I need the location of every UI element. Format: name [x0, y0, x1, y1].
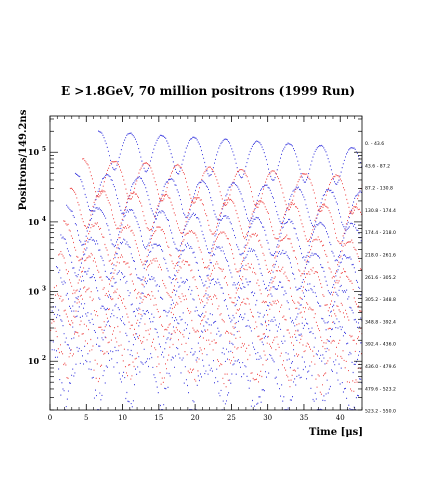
series-points — [53, 285, 363, 353]
series-8 — [58, 250, 363, 313]
series-2 — [82, 158, 363, 215]
band-label-11: 436.0 - 479.6 — [365, 364, 396, 370]
y-tick-label: 10 2 — [28, 355, 46, 366]
series-points — [82, 158, 363, 215]
x-tick-label: 30 — [263, 414, 272, 422]
series-points — [49, 339, 363, 411]
series-10 — [53, 285, 363, 353]
x-tick-label: 35 — [299, 414, 308, 422]
band-label-7: 261.6 - 305.2 — [365, 275, 396, 281]
series-6 — [63, 220, 362, 279]
x-tick-label: 0 — [48, 414, 52, 422]
series-points — [51, 303, 363, 374]
band-label-6: 218.0 - 261.6 — [365, 253, 396, 259]
series-5 — [66, 204, 362, 262]
series-points — [56, 266, 363, 331]
x-axis-title: Time [μs] — [309, 427, 363, 438]
y-tick-label: 10 4 — [28, 216, 46, 227]
band-label-3: 87.2 - 130.8 — [365, 186, 393, 192]
series-points — [63, 220, 362, 279]
series-points — [60, 234, 363, 296]
series-9 — [56, 266, 363, 331]
band-label-10: 392.4 - 436.0 — [365, 342, 396, 348]
band-label-13: 523.2 - 550.0 — [365, 409, 396, 415]
series-7 — [60, 234, 363, 296]
series-3 — [74, 172, 362, 230]
series-points — [74, 172, 362, 230]
series-points — [98, 130, 363, 185]
band-label-9: 348.8 - 392.4 — [365, 319, 396, 325]
x-tick-label: 10 — [118, 414, 127, 422]
band-label-8: 305.2 - 348.8 — [365, 297, 396, 303]
x-tick-label: 15 — [154, 414, 163, 422]
series-12 — [50, 319, 362, 395]
band-label-4: 130.8 - 174.4 — [365, 208, 396, 214]
series-1 — [98, 130, 363, 185]
x-tick-label: 20 — [191, 414, 200, 422]
series-points — [69, 187, 362, 245]
x-tick-label: 40 — [336, 414, 345, 422]
band-label-12: 479.6 - 523.2 — [365, 386, 396, 392]
series-points — [50, 319, 362, 395]
series-13 — [49, 339, 363, 411]
y-axis-title: Positrons/149.2ns — [18, 109, 29, 210]
series-points — [58, 250, 363, 313]
x-tick-label: 25 — [227, 414, 236, 422]
series-layer — [49, 130, 363, 411]
axis-layer: 0 5 10 15 20 25 30 35 40 10 2 10 3 10 4 10 5 — [28, 116, 363, 422]
band-label-2: 43.6 - 87.2 — [365, 163, 390, 169]
series-11 — [51, 303, 363, 374]
chart-title: E >1.8GeV, 70 million positrons (1999 Ru… — [61, 84, 355, 98]
series-4 — [69, 187, 362, 245]
x-tick-label: 5 — [84, 414, 88, 422]
series-points — [66, 204, 362, 262]
band-label-1: 0. - 43.6 — [365, 141, 384, 147]
y-tick-label: 10 5 — [28, 146, 46, 157]
y-tick-label: 10 3 — [28, 286, 46, 297]
plot-frame — [49, 115, 363, 411]
band-label-5: 174.4 - 218.0 — [365, 230, 396, 236]
band-labels: 0. - 43.6 43.6 - 87.2 87.2 - 130.8 130.8 - … — [365, 141, 396, 415]
